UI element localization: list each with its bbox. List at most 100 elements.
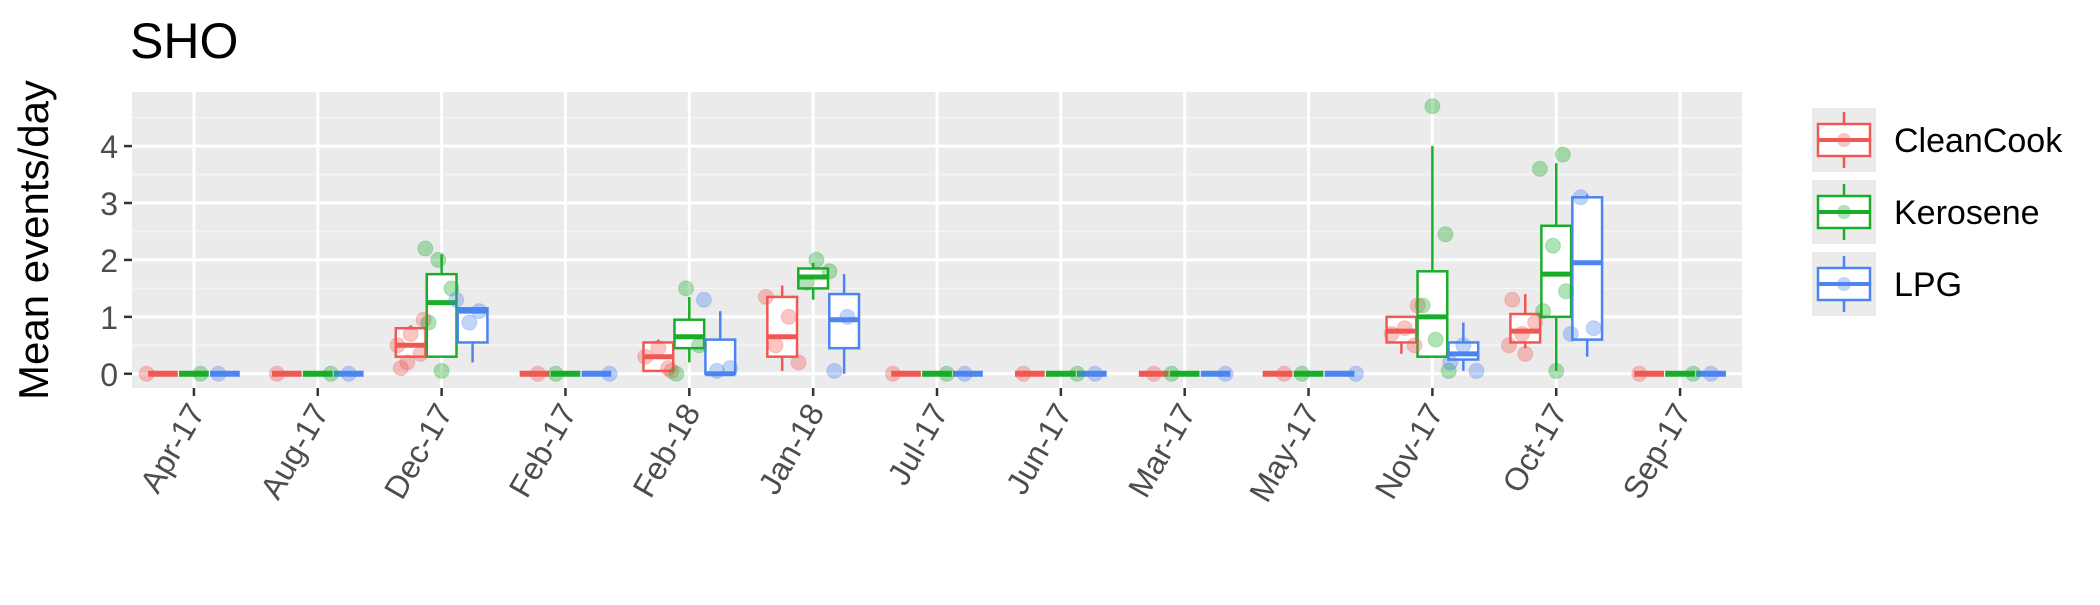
data-point-cleancook [1396,320,1413,337]
data-point-kerosene [938,365,955,382]
data-point-cleancook [1631,365,1648,382]
x-tick-label: Jun-17 [999,398,1079,501]
data-point-cleancook [1276,365,1293,382]
boxplot-kerosene-jan-18 [797,262,830,300]
data-point-cleancook [790,354,807,371]
x-tick-label: Sep-17 [1615,398,1698,505]
boxplot-cleancook-oct-17 [1509,294,1542,349]
data-point-cleancook [1517,345,1534,362]
data-point-kerosene [443,280,460,297]
boxplot-lpg-jan-18 [828,274,861,374]
boxplot-kerosene-feb-18 [673,296,706,363]
data-point-lpg [839,308,856,325]
data-point-cleancook [392,360,409,377]
chart-title: SHO [130,13,238,69]
data-point-kerosene [1163,365,1180,382]
data-point-kerosene [547,365,564,382]
plot-area: 0 1 2 3 4 Apr-17 Aug-17 Dec-17 Feb-17 Feb-18 Jan-1… [100,92,1742,508]
x-tick-label: Feb-17 [502,398,584,504]
data-point-kerosene [678,280,695,297]
data-point-lpg [708,362,725,379]
data-point-lpg [601,365,618,382]
legend: CleanCook Kerosene LPG [1812,108,2063,316]
data-point-lpg [1585,320,1602,337]
legend-key-point [1837,277,1851,291]
data-point-lpg [1468,362,1485,379]
data-point-kerosene [1293,365,1310,382]
data-point-cleancook [650,340,667,357]
data-point-kerosene [1685,365,1702,382]
data-point-lpg [1442,354,1459,371]
x-tick-label: Jul-17 [880,398,955,491]
data-point-cleancook [1015,365,1032,382]
y-tick-label: 2 [100,243,118,279]
data-point-cleancook [757,288,774,305]
data-point-lpg [210,365,227,382]
data-point-cleancook [412,345,429,362]
data-point-cleancook [1406,337,1423,354]
data-point-cleancook [767,337,784,354]
data-point-lpg [461,314,478,331]
data-point-kerosene [821,263,838,280]
data-point-kerosene [1427,331,1444,348]
x-tick-label: Dec-17 [377,398,460,505]
y-tick-label: 4 [100,129,118,165]
data-point-cleancook [660,360,677,377]
data-point-cleancook [402,325,419,342]
data-point-kerosene [433,362,450,379]
data-point-lpg [1562,325,1579,342]
box-body [704,338,737,376]
data-point-lpg [340,365,357,382]
data-point-kerosene [808,251,825,268]
boxplot-kerosene-nov-17 [1416,146,1449,358]
data-point-cleancook [268,365,285,382]
legend-item-lpg: LPG [1812,252,1962,316]
legend-label: LPG [1894,266,1962,304]
boxplot-lpg-nov-17 [1447,322,1480,371]
x-tick-label: Mar-17 [1121,398,1203,504]
data-point-cleancook [1383,325,1400,342]
data-point-kerosene [1440,362,1457,379]
data-point-kerosene [417,240,434,257]
data-point-cleancook [415,311,432,328]
data-point-kerosene [192,365,209,382]
data-point-cleancook [138,365,155,382]
legend-label: Kerosene [1894,194,2040,232]
y-tick-label: 3 [100,186,118,222]
boxplot-lpg-dec-17 [456,307,489,363]
data-point-cleancook [529,365,546,382]
legend-key-point [1837,133,1851,147]
data-point-lpg [722,360,739,377]
data-point-kerosene [691,337,708,354]
data-point-kerosene [1437,226,1454,243]
data-point-lpg [471,303,488,320]
boxplot-lpg-oct-17 [1571,194,1604,357]
data-point-cleancook [399,354,416,371]
data-point-cleancook [663,362,680,379]
data-point-cleancook [1504,291,1521,308]
data-point-kerosene [1554,146,1571,163]
box-body [1540,224,1573,319]
data-point-lpg [1703,365,1720,382]
data-point-kerosene [1424,98,1441,115]
data-point-lpg [1347,365,1364,382]
data-point-kerosene [798,274,815,291]
data-point-lpg [956,365,973,382]
legend-item-cleancook: CleanCook [1812,108,2063,172]
data-point-cleancook [884,365,901,382]
boxplot-cleancook-jan-18 [766,285,799,371]
x-tick-label: Apr-17 [133,398,212,499]
legend-label: CleanCook [1894,122,2063,160]
box-body [766,295,799,358]
data-point-cleancook [1500,337,1517,354]
data-point-lpg [695,291,712,308]
y-tick-label: 1 [100,300,118,336]
legend-key-point [1837,205,1851,219]
boxplot-lpg-feb-18 [704,311,737,377]
boxplot-cleancook-nov-17 [1385,315,1418,354]
data-point-lpg [1217,365,1234,382]
x-tick-label: May-17 [1242,398,1327,508]
data-point-cleancook [389,337,406,354]
data-point-cleancook [637,348,654,365]
